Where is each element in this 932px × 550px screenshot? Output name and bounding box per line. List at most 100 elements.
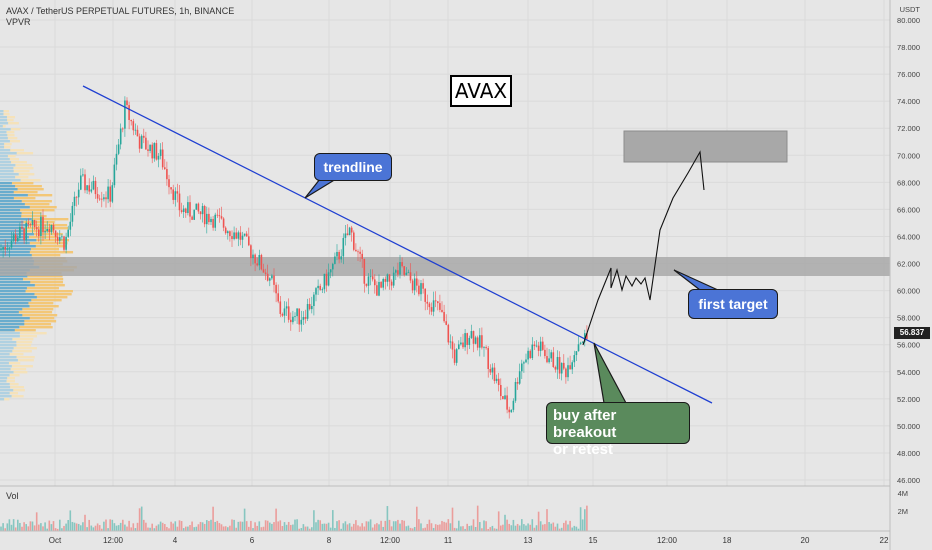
volume-bar [189,525,191,531]
volume-bar [434,524,437,531]
vpvr-bar-sell [0,398,10,401]
vpvr-bar-buy [0,221,24,224]
vpvr-bar-buy [0,203,25,206]
y-tick-label: 56.000 [897,341,920,350]
candle-body [500,385,502,397]
candle-body [353,232,355,250]
candle-body [321,289,324,291]
candle-body [462,342,464,348]
volume-bar [483,520,485,531]
volume-bar [586,505,588,531]
vpvr-bar-buy [0,233,34,236]
volume-bar [558,528,561,531]
candle-body [159,149,162,156]
volume-bar [84,514,86,531]
candle-body [277,293,279,302]
volume-bar [235,527,237,531]
vpvr-bar-sell [0,200,52,203]
volume-bar [380,520,382,531]
volume-bar [193,527,195,531]
vpvr-bar-buy [0,332,20,335]
volume-bar [447,519,450,531]
candle-body [407,272,410,274]
candle-body [298,308,300,325]
candle-body [65,236,67,250]
volume-bar [397,519,399,531]
volume-bar [82,522,84,531]
candle-body [245,233,248,237]
candle-body [107,186,109,200]
volume-bar [533,527,536,531]
candle-body [52,224,55,231]
candle-body [403,266,405,275]
y-tick-label: 80.000 [897,16,920,25]
candle-body [19,226,21,239]
volume-bar [285,524,288,531]
candle-body [84,174,86,191]
y-tick-label: 66.000 [897,205,920,214]
candle-body [140,135,143,149]
volume-bar [124,524,126,531]
x-tick-label: 12:00 [103,536,124,545]
volume-bar [441,520,443,531]
volume-bar [342,523,345,531]
candle-body [319,285,321,290]
volume-bar [344,521,347,531]
vpvr-bar-buy [0,383,10,386]
volume-bar [388,519,391,531]
volume-bar [29,521,32,531]
volume-bar [201,522,204,531]
volume-bar [248,526,250,531]
volume-bar [462,526,464,531]
volume-bar [369,519,372,531]
volume-bar [147,527,149,531]
candle-body [382,278,384,288]
x-tick-label: 11 [444,536,453,545]
x-tick-label: 18 [723,536,732,545]
candle-body [197,203,200,212]
volume-bar [266,520,269,531]
candle-body [350,227,353,233]
volume-bar [254,522,256,531]
candle-body [390,281,393,286]
vpvr-bar-buy [0,197,14,200]
volume-bar [300,528,303,531]
volume-bar [504,514,506,531]
candle-body [376,285,378,296]
volume-bar [350,526,353,531]
vpvr-bar-buy [0,308,23,311]
candle-body [248,236,250,246]
candle-body [302,317,305,320]
candle-body [151,144,153,159]
volume-bar [445,522,447,531]
vpvr-bar-sell [0,218,69,221]
vpvr-bar-sell [0,122,19,125]
vpvr-bar-buy [0,218,32,221]
candle-body [479,335,481,348]
candle-body [285,306,288,309]
volume-bar [418,519,420,531]
volume-bar [502,524,504,531]
vpvr-bar-sell [0,143,12,146]
candle-body [548,358,550,363]
candle-body [439,303,441,310]
volume-bar [338,520,340,531]
candle-body [430,307,433,312]
vpvr-bar-buy [0,191,14,194]
candle-body [525,359,527,363]
volume-bar [395,521,397,531]
volume-bar [455,528,458,531]
candle-body [516,382,519,384]
candle-body [14,234,17,242]
volume-label: Vol [6,491,19,501]
volume-bar [264,520,267,531]
volume-bar [569,520,571,531]
candle-body [367,276,370,286]
volume-bar [46,528,48,531]
candle-body [336,251,338,257]
volume-bar [439,524,441,531]
y-tick-label: 72.000 [897,124,920,133]
vpvr-bar-sell [0,146,11,149]
candle-body [395,270,397,273]
candle-body [250,245,252,259]
